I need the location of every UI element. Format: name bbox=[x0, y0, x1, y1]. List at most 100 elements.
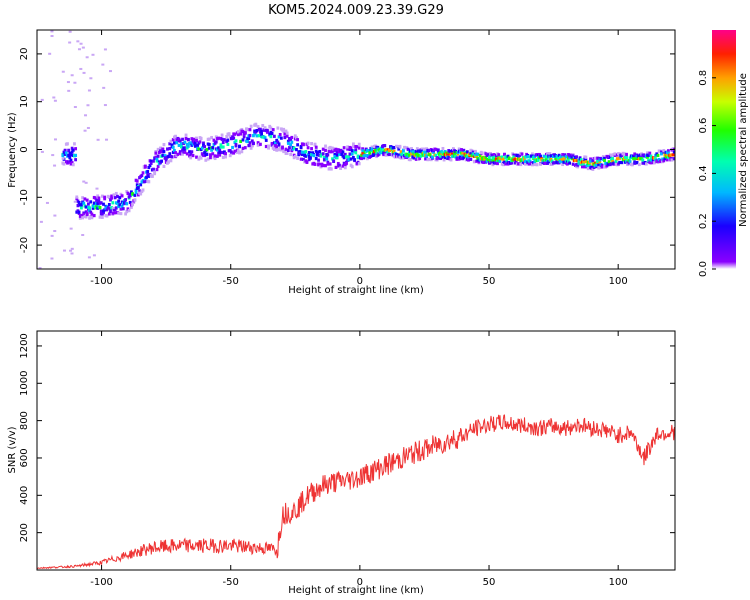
heatmap-cell bbox=[238, 151, 241, 155]
heatmap-cell bbox=[349, 157, 353, 161]
heatmap-cell bbox=[474, 149, 477, 154]
heatmap-cell bbox=[169, 159, 173, 163]
heatmap-cell bbox=[542, 154, 546, 158]
heatmap-cell bbox=[155, 167, 159, 172]
heatmap-cell bbox=[246, 127, 250, 132]
heatmap-cell bbox=[254, 123, 258, 127]
heatmap-cell bbox=[632, 157, 635, 161]
heatmap-cell bbox=[207, 146, 211, 150]
heatmap-cell bbox=[336, 148, 340, 152]
heatmap-cell bbox=[326, 160, 330, 164]
heatmap-cell bbox=[68, 41, 72, 44]
heatmap-cell bbox=[292, 146, 296, 150]
heatmap-cell bbox=[255, 134, 259, 138]
heatmap-cell bbox=[179, 142, 183, 146]
heatmap-cell bbox=[653, 161, 656, 165]
heatmap-cell bbox=[175, 141, 179, 145]
heatmap-cell bbox=[427, 148, 431, 152]
heatmap-cell bbox=[133, 193, 137, 197]
heatmap-cell bbox=[618, 160, 621, 165]
y-tick-label: 800 bbox=[19, 411, 30, 430]
heatmap-cell bbox=[398, 145, 402, 149]
heatmap-cell bbox=[281, 145, 284, 149]
heatmap-cell bbox=[177, 137, 181, 141]
heatmap-cell bbox=[218, 153, 222, 157]
heatmap-cell bbox=[238, 145, 241, 149]
heatmap-cell bbox=[576, 165, 580, 169]
heatmap-cell bbox=[228, 135, 232, 139]
heatmap-cell bbox=[48, 52, 52, 55]
heatmap-cell bbox=[341, 150, 345, 154]
heatmap-cell bbox=[91, 204, 95, 208]
heatmap-cell bbox=[149, 161, 153, 165]
heatmap-cell bbox=[632, 154, 635, 158]
heatmap-cell bbox=[77, 200, 81, 205]
x-tick-label: -50 bbox=[223, 577, 239, 588]
heatmap-cell bbox=[103, 104, 107, 107]
heatmap-cell bbox=[441, 146, 445, 151]
heatmap-cell bbox=[356, 154, 360, 158]
heatmap-cell bbox=[343, 152, 347, 157]
heatmap-cell bbox=[426, 158, 430, 162]
heatmap-cell bbox=[87, 202, 90, 206]
heatmap-cell bbox=[252, 134, 255, 138]
heatmap-cell bbox=[62, 162, 66, 166]
heatmap-cell bbox=[73, 200, 77, 203]
heatmap-cell bbox=[660, 152, 663, 156]
heatmap-cell bbox=[184, 136, 188, 141]
heatmap-cell bbox=[314, 156, 318, 161]
heatmap-cell bbox=[615, 157, 619, 161]
heatmap-cell bbox=[167, 154, 171, 159]
heatmap-cell bbox=[107, 212, 111, 216]
heatmap-cell bbox=[463, 150, 467, 155]
heatmap-cell bbox=[277, 142, 281, 146]
heatmap-cell bbox=[131, 203, 134, 207]
heatmap-cell bbox=[484, 155, 488, 159]
heatmap-cell bbox=[263, 126, 267, 130]
heatmap-cell bbox=[277, 135, 281, 139]
heatmap-cell bbox=[350, 149, 354, 153]
heatmap-cell bbox=[290, 140, 294, 144]
heatmap-cell bbox=[113, 211, 117, 215]
heatmap-cell bbox=[267, 146, 270, 150]
heatmap-cell bbox=[53, 138, 57, 141]
heatmap-cell bbox=[335, 150, 339, 154]
heatmap-cell bbox=[66, 142, 69, 146]
heatmap-cell bbox=[357, 142, 361, 146]
heatmap-cell bbox=[496, 161, 499, 166]
heatmap-cell bbox=[40, 98, 44, 101]
y-tick-label: 0 bbox=[19, 146, 30, 152]
heatmap-cell bbox=[240, 127, 244, 132]
heatmap-cell bbox=[38, 267, 42, 269]
heatmap-cell bbox=[482, 160, 485, 165]
heatmap-cell bbox=[50, 257, 54, 260]
heatmap-cell bbox=[342, 146, 346, 150]
heatmap-cell bbox=[641, 158, 645, 162]
heatmap-cell bbox=[261, 123, 265, 128]
heatmap-cell bbox=[239, 132, 243, 136]
heatmap-cell bbox=[249, 124, 253, 128]
heatmap-cell bbox=[218, 150, 222, 154]
heatmap-cell bbox=[128, 200, 132, 205]
heatmap-cell bbox=[217, 146, 220, 150]
heatmap-cell bbox=[117, 199, 121, 203]
heatmap-cell bbox=[76, 40, 80, 43]
heatmap-cell bbox=[346, 147, 350, 151]
heatmap-cell bbox=[86, 126, 90, 129]
heatmap-cell bbox=[188, 154, 191, 158]
heatmap-cell bbox=[580, 165, 584, 169]
heatmap-cell bbox=[193, 144, 197, 148]
heatmap-cell bbox=[368, 151, 372, 155]
heatmap-cell bbox=[89, 200, 93, 204]
heatmap-cell bbox=[299, 146, 303, 150]
heatmap-cell bbox=[490, 161, 494, 165]
heatmap-cell bbox=[283, 132, 287, 136]
heatmap-cell bbox=[216, 148, 219, 152]
heatmap-cell bbox=[82, 212, 86, 217]
heatmap-cell bbox=[67, 89, 71, 92]
heatmap-cell bbox=[419, 154, 423, 158]
heatmap-cell bbox=[140, 173, 144, 178]
heatmap-cell bbox=[531, 163, 534, 167]
colorbar-tick-label: 0.0 bbox=[698, 261, 709, 277]
